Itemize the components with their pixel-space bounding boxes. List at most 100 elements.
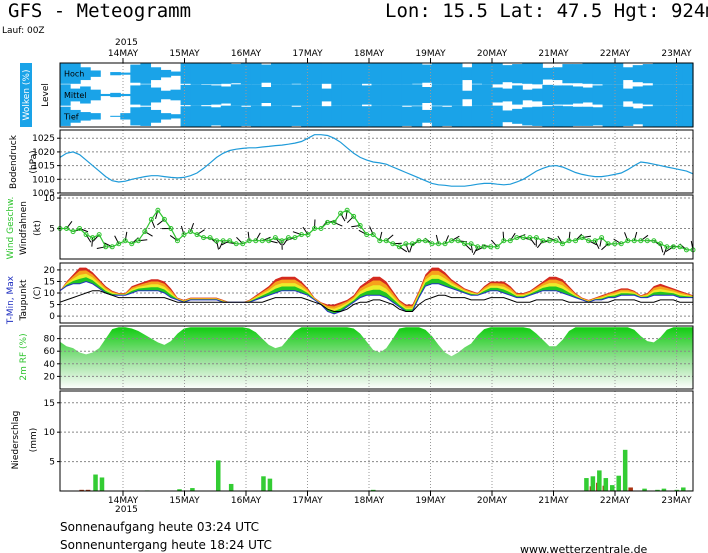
cloud-cell-mid	[311, 84, 322, 106]
wind-barb	[665, 246, 674, 253]
wind-barb	[216, 240, 219, 250]
precip-bar	[215, 460, 221, 491]
humidity-frame	[59, 325, 694, 390]
date-label-top: 16MAY	[231, 49, 262, 59]
wind-barb	[633, 231, 638, 241]
cloud-cell-mid	[482, 84, 493, 106]
cloud-cell-mid	[220, 86, 232, 104]
cloud-cell-high	[542, 67, 553, 80]
cloud-cell-low	[150, 109, 162, 123]
cloud-cell-high	[401, 63, 413, 85]
cloud-cell-high	[582, 63, 594, 84]
cloud-cell-high	[652, 63, 664, 85]
wind-barb	[150, 219, 156, 228]
cloud-cell-mid	[441, 84, 453, 106]
wind-barb	[405, 243, 410, 253]
cloud-cell-low	[592, 107, 604, 126]
cloud-cell-high	[592, 63, 604, 85]
wind-barb	[351, 224, 361, 228]
cloud-cell-low	[130, 107, 141, 126]
wind-barb	[96, 246, 106, 250]
wind-speed-point	[292, 235, 298, 241]
wind-speed-point	[553, 238, 559, 244]
y-tick-label: 10	[44, 289, 56, 299]
wind-barb	[196, 229, 205, 236]
wind-speed-point	[455, 238, 461, 244]
cloud-cell-low	[331, 105, 342, 127]
temperature-unit: (C)	[33, 286, 43, 299]
date-label-top: 17MAY	[292, 49, 323, 59]
cloud-cell-mid	[502, 88, 513, 102]
cloud-cell-mid	[291, 84, 302, 106]
wind-barb	[221, 240, 230, 246]
cloud-cell-mid	[321, 88, 332, 102]
cloud-cell-high	[341, 63, 352, 85]
wind-barb	[502, 231, 505, 241]
y-tick-label: 1005	[32, 189, 55, 199]
wind-speed-point	[409, 241, 415, 247]
wind-speed-point	[240, 241, 246, 247]
cloud-cell-high	[160, 69, 172, 78]
cloud-cell-high	[492, 63, 503, 85]
wind-barb	[114, 235, 120, 244]
precip-bar	[674, 489, 680, 491]
cloud-cell-high	[381, 63, 393, 85]
wind-speed-point	[325, 219, 331, 225]
wind-speed-point	[272, 235, 278, 241]
cloud-cell-high	[662, 63, 674, 85]
cloud-cell-low	[652, 105, 664, 127]
wind-speed-point	[188, 229, 194, 235]
sunset-text: Sonnenuntergang heute 18:24 UTC	[60, 538, 272, 552]
wind-barb	[144, 231, 153, 237]
wind-ylabel: Wind Geschw.	[6, 197, 16, 260]
wind-speed-point	[259, 238, 265, 244]
wind-speed-point	[312, 226, 318, 232]
wind-speed-point	[318, 226, 324, 232]
cloud-cell-low	[411, 106, 423, 127]
wind-speed-point	[422, 238, 428, 244]
cloud-cell-low	[602, 105, 614, 127]
wind-speed-point	[279, 238, 285, 244]
cloud-cell-high	[331, 63, 342, 85]
cloud-level-label: Hoch	[64, 70, 84, 79]
cloud-cell-low	[120, 113, 131, 120]
cloud-cell-mid	[552, 85, 563, 105]
precip-bar	[261, 476, 266, 491]
cloud-cell-low	[80, 112, 91, 121]
wind-speed-point	[612, 241, 618, 247]
humidity-area	[60, 327, 693, 389]
cloud-cell-low	[482, 105, 493, 127]
cloud-cell-high	[351, 63, 363, 85]
cloud-cell-low	[160, 113, 172, 120]
cloud-cell-low	[271, 105, 282, 127]
cloud-cell-mid	[200, 84, 212, 106]
cloud-cell-high	[562, 64, 574, 84]
cloud-cell-mid	[120, 93, 131, 97]
website-link[interactable]: www.wetterzentrale.de	[520, 543, 648, 553]
cloud-cell-high	[110, 72, 121, 76]
wind-speed-point	[194, 232, 200, 238]
cloud-cell-high	[371, 63, 383, 85]
wind-speed-point	[586, 238, 592, 244]
wind-speed-point	[683, 247, 689, 253]
date-label-top: 14MAY	[108, 49, 139, 59]
wind-barb	[435, 234, 439, 244]
date-label-top: 23MAY	[661, 49, 692, 59]
y-tick-label: 10	[44, 194, 56, 204]
date-axis-bottom: 14MAY 15MAY 16MAY 17MAY 18MAY 19MAY 20MAY 21MAY…	[108, 491, 692, 506]
cloud-cell-low	[451, 105, 463, 127]
y-tick-label: 15	[44, 399, 55, 409]
cloud-cell-mid	[401, 84, 413, 106]
wind-speed-point	[351, 213, 357, 219]
wind-speed-point	[573, 238, 579, 244]
cloud-cell-high	[632, 65, 644, 83]
cloud-cell-low	[260, 106, 272, 127]
cloud-cell-high	[60, 63, 71, 84]
cloud-cell-high	[471, 63, 483, 84]
wind-barb	[640, 234, 649, 242]
date-label-bottom: 14MAY	[108, 496, 139, 506]
date-label-bottom: 19MAY	[415, 496, 446, 506]
y-tick-label: 40	[44, 360, 56, 370]
wind-barb	[91, 237, 94, 247]
